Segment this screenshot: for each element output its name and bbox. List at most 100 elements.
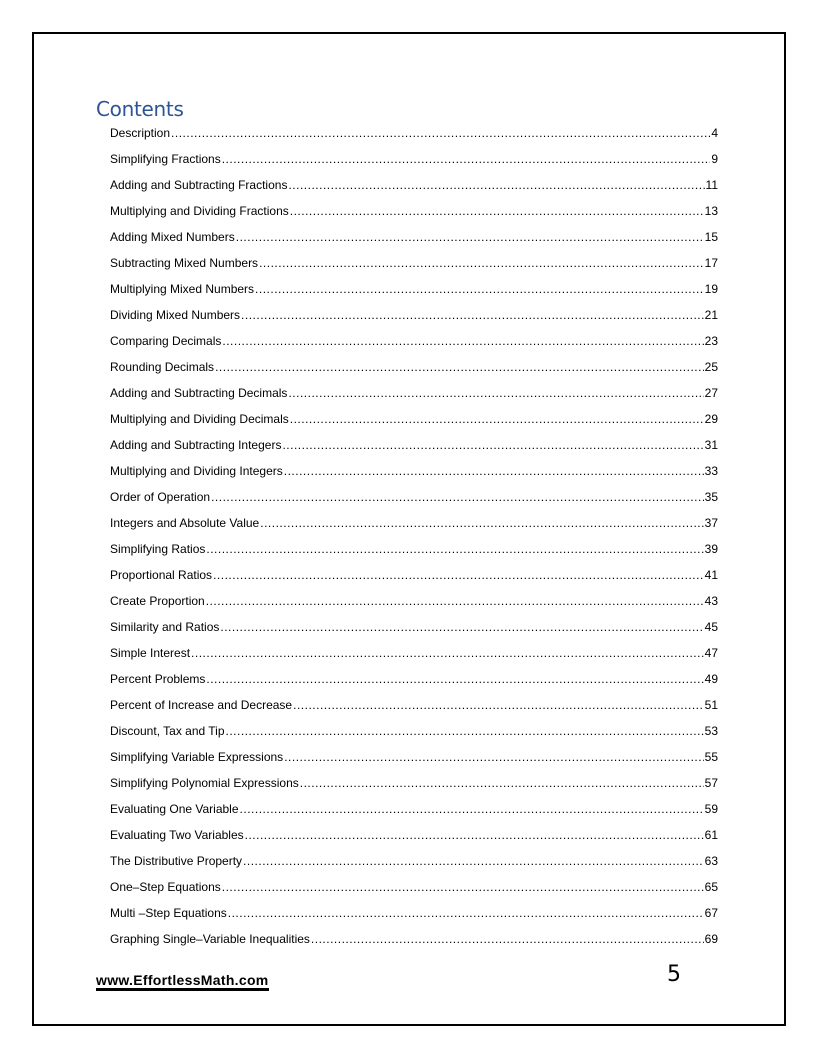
toc-entry-page: 63 <box>704 854 718 868</box>
toc-entry[interactable]: Percent Problems 49 <box>110 670 718 696</box>
toc-entry-page: 19 <box>704 282 718 296</box>
dot-leader <box>290 410 704 428</box>
toc-entry[interactable]: Graphing Single–Variable Inequalities 69 <box>110 930 718 956</box>
dot-leader <box>222 332 703 350</box>
toc-entry-label: Create Proportion <box>110 594 205 608</box>
toc-entry[interactable]: Description 4 <box>110 124 718 150</box>
toc-entry[interactable]: Percent of Increase and Decrease 51 <box>110 696 718 722</box>
toc-entry-label: Subtracting Mixed Numbers <box>110 256 259 270</box>
dot-leader <box>228 904 704 922</box>
toc-entry-label: Integers and Absolute Value <box>110 516 260 530</box>
toc-entry-page: 13 <box>704 204 718 218</box>
toc-entry[interactable]: Adding Mixed Numbers 15 <box>110 228 718 254</box>
toc-entry[interactable]: Adding and Subtracting Decimals 27 <box>110 384 718 410</box>
toc-entry-label: Simple Interest <box>110 646 191 660</box>
dot-leader <box>290 202 704 220</box>
toc-entry[interactable]: Multiplying and Dividing Integers 33 <box>110 462 718 488</box>
toc-entry[interactable]: Dividing Mixed Numbers 21 <box>110 306 718 332</box>
toc-entry[interactable]: Multiplying Mixed Numbers 19 <box>110 280 718 306</box>
toc-entry-page: 39 <box>704 542 718 556</box>
toc-entry-label: Percent Problems <box>110 672 206 686</box>
toc-entry-page: 31 <box>704 438 718 452</box>
dot-leader <box>215 358 704 376</box>
dot-leader <box>213 566 704 584</box>
dot-leader <box>220 618 703 636</box>
toc-entry-label: Adding and Subtracting Fractions <box>110 178 288 192</box>
toc-entry-label: Evaluating One Variable <box>110 802 239 816</box>
dot-leader <box>206 670 703 688</box>
toc-entry-page: 11 <box>705 178 718 192</box>
toc-entry-page: 49 <box>704 672 718 686</box>
footer-website-link[interactable]: www.EffortlessMath.com <box>96 972 269 991</box>
toc-entry-label: Order of Operation <box>110 490 211 504</box>
toc-entry-page: 67 <box>704 906 718 920</box>
toc-entry[interactable]: Adding and Subtracting Fractions 11 <box>110 176 718 202</box>
toc-entry-label: Multiplying Mixed Numbers <box>110 282 255 296</box>
toc-entry-page: 15 <box>704 230 718 244</box>
toc-entry[interactable]: Create Proportion 43 <box>110 592 718 618</box>
toc-entry[interactable]: Simplifying Ratios 39 <box>110 540 718 566</box>
toc-entry-label: Rounding Decimals <box>110 360 215 374</box>
page-border <box>32 32 786 1026</box>
toc-entry[interactable]: Similarity and Ratios 45 <box>110 618 718 644</box>
toc-entry[interactable]: Multi –Step Equations 67 <box>110 904 718 930</box>
dot-leader <box>260 514 703 532</box>
toc-entry[interactable]: Order of Operation 35 <box>110 488 718 514</box>
toc-entry-page: 17 <box>704 256 718 270</box>
toc-entry-page: 23 <box>704 334 718 348</box>
toc-entry[interactable]: Comparing Decimals 23 <box>110 332 718 358</box>
dot-leader <box>206 592 704 610</box>
toc-entry[interactable]: Subtracting Mixed Numbers 17 <box>110 254 718 280</box>
toc-entry[interactable]: Evaluating Two Variables 61 <box>110 826 718 852</box>
toc-entry-label: Graphing Single–Variable Inequalities <box>110 932 310 946</box>
toc-entry[interactable]: Adding and Subtracting Integers 31 <box>110 436 718 462</box>
toc-entry-label: Multiplying and Dividing Integers <box>110 464 283 478</box>
toc-entry-label: Similarity and Ratios <box>110 620 220 634</box>
toc-entry-page: 59 <box>704 802 718 816</box>
toc-entry[interactable]: Simple Interest 47 <box>110 644 718 670</box>
toc-entry-label: Adding and Subtracting Decimals <box>110 386 288 400</box>
toc-entry[interactable]: The Distributive Property 63 <box>110 852 718 878</box>
toc-entry-label: Multiplying and Dividing Decimals <box>110 412 289 426</box>
toc-entry-label: Simplifying Fractions <box>110 152 221 166</box>
toc-entry-label: Dividing Mixed Numbers <box>110 308 241 322</box>
dot-leader <box>288 384 703 402</box>
toc-entry-page: 37 <box>704 516 718 530</box>
toc-entry-label: Description <box>110 126 171 140</box>
toc-entry-page: 35 <box>704 490 718 504</box>
toc-entry-page: 33 <box>704 464 718 478</box>
toc-entry[interactable]: Rounding Decimals 25 <box>110 358 718 384</box>
toc-entry[interactable]: Integers and Absolute Value 37 <box>110 514 718 540</box>
toc-entry-page: 55 <box>704 750 718 764</box>
toc-entry-page: 4 <box>711 126 718 140</box>
dot-leader <box>243 852 704 870</box>
toc-entry-label: Simplifying Polynomial Expressions <box>110 776 299 790</box>
toc-entry[interactable]: Simplifying Variable Expressions 55 <box>110 748 718 774</box>
toc-entry-page: 57 <box>704 776 718 790</box>
toc-entry-label: One–Step Equations <box>110 880 221 894</box>
toc-entry[interactable]: Simplifying Fractions 9 <box>110 150 718 176</box>
toc-entry[interactable]: Discount, Tax and Tip 53 <box>110 722 718 748</box>
toc-entry-label: Adding and Subtracting Integers <box>110 438 282 452</box>
toc-entry-page: 45 <box>704 620 718 634</box>
toc-entry-label: Simplifying Variable Expressions <box>110 750 284 764</box>
toc-entry[interactable]: One–Step Equations 65 <box>110 878 718 904</box>
dot-leader <box>282 436 703 454</box>
toc-entry[interactable]: Multiplying and Dividing Fractions 13 <box>110 202 718 228</box>
page-title: Contents <box>96 97 184 121</box>
dot-leader <box>259 254 704 272</box>
toc-entry[interactable]: Evaluating One Variable 59 <box>110 800 718 826</box>
toc-entry[interactable]: Multiplying and Dividing Decimals 29 <box>110 410 718 436</box>
dot-leader <box>191 644 704 662</box>
dot-leader <box>288 176 704 194</box>
toc-entry[interactable]: Proportional Ratios 41 <box>110 566 718 592</box>
toc-entry-page: 53 <box>704 724 718 738</box>
toc-entry-label: Percent of Increase and Decrease <box>110 698 293 712</box>
table-of-contents: Description 4 Simplifying Fractions 9 Adding… <box>110 124 718 956</box>
toc-entry-page: 21 <box>704 308 718 322</box>
toc-entry-page: 61 <box>704 828 718 842</box>
toc-entry-label: Multi –Step Equations <box>110 906 227 920</box>
dot-leader <box>284 748 703 766</box>
dot-leader <box>171 124 710 142</box>
toc-entry[interactable]: Simplifying Polynomial Expressions 57 <box>110 774 718 800</box>
